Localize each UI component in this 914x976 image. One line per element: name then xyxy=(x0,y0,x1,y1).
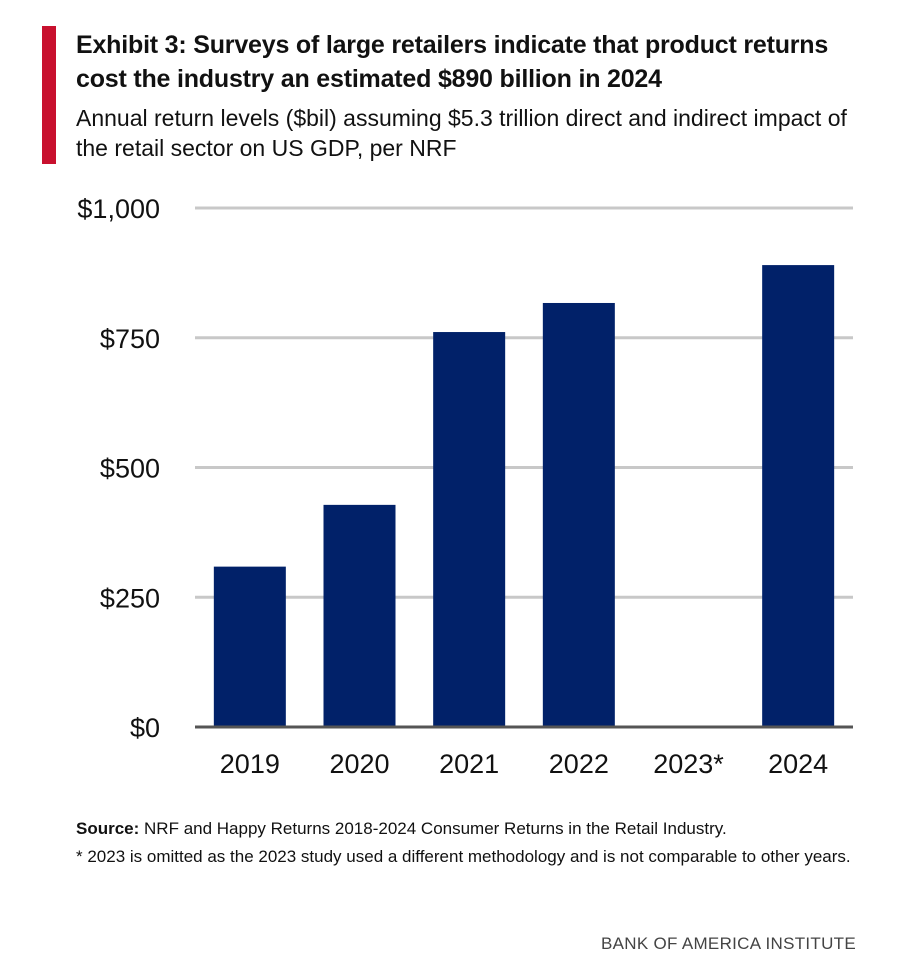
source-text: NRF and Happy Returns 2018-2024 Consumer… xyxy=(144,819,727,838)
brand-logo-text: BANK OF AMERICA INSTITUTE xyxy=(601,934,856,953)
bar-2019 xyxy=(213,566,286,727)
chart-title: Exhibit 3: Surveys of large retailers in… xyxy=(76,31,829,93)
bar-2024 xyxy=(762,265,835,727)
y-axis-tick-labels: $0 $250 $500 $750 $1,000 xyxy=(77,194,160,743)
y-tick-label: $750 xyxy=(100,324,160,354)
bar-chart: $0 $250 $500 $750 $1,000 2019 2020 2021 2022 202… xyxy=(77,194,853,779)
y-tick-label: $250 xyxy=(100,583,160,613)
footnote: * 2023 is omitted as the 2023 study used… xyxy=(76,847,851,866)
x-tick-label: 2020 xyxy=(329,749,389,779)
x-axis-tick-labels: 2019 2020 2021 2022 2023* 2024 xyxy=(220,749,828,779)
x-tick-label: 2023* xyxy=(653,749,724,779)
bar-2021 xyxy=(433,332,506,727)
x-tick-label: 2021 xyxy=(439,749,499,779)
source-note: Source: NRF and Happy Returns 2018-2024 … xyxy=(76,815,876,843)
chart-subtitle: Annual return levels ($bil) assuming $5.… xyxy=(76,105,847,161)
bars xyxy=(213,265,835,727)
source-label: Source: xyxy=(76,819,140,838)
bar-2022 xyxy=(542,302,615,727)
gridlines xyxy=(195,206,853,599)
x-tick-label: 2022 xyxy=(549,749,609,779)
bar-2020 xyxy=(323,504,396,727)
accent-bar xyxy=(42,26,56,164)
x-tick-label: 2024 xyxy=(768,749,828,779)
y-tick-label: $500 xyxy=(100,454,160,484)
x-tick-label: 2019 xyxy=(220,749,280,779)
y-tick-label: $0 xyxy=(130,713,160,743)
y-tick-label: $1,000 xyxy=(77,194,160,224)
